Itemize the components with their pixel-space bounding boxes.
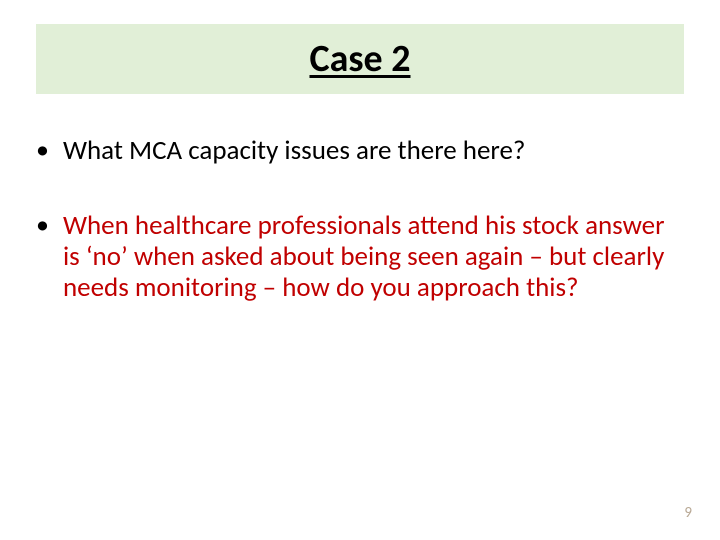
bullet-item: • What MCA capacity issues are there her… bbox=[36, 135, 684, 166]
bullet-marker-icon: • bbox=[36, 135, 49, 165]
slide-title: Case 2 bbox=[309, 36, 410, 82]
bullet-text: When healthcare professionals attend his… bbox=[63, 210, 684, 303]
content-area: • What MCA capacity issues are there her… bbox=[36, 135, 684, 347]
page-number: 9 bbox=[684, 504, 692, 522]
bullet-marker-icon: • bbox=[36, 210, 49, 240]
title-band: Case 2 bbox=[36, 24, 684, 94]
bullet-text: What MCA capacity issues are there here? bbox=[63, 135, 525, 166]
bullet-item: • When healthcare professionals attend h… bbox=[36, 210, 684, 303]
